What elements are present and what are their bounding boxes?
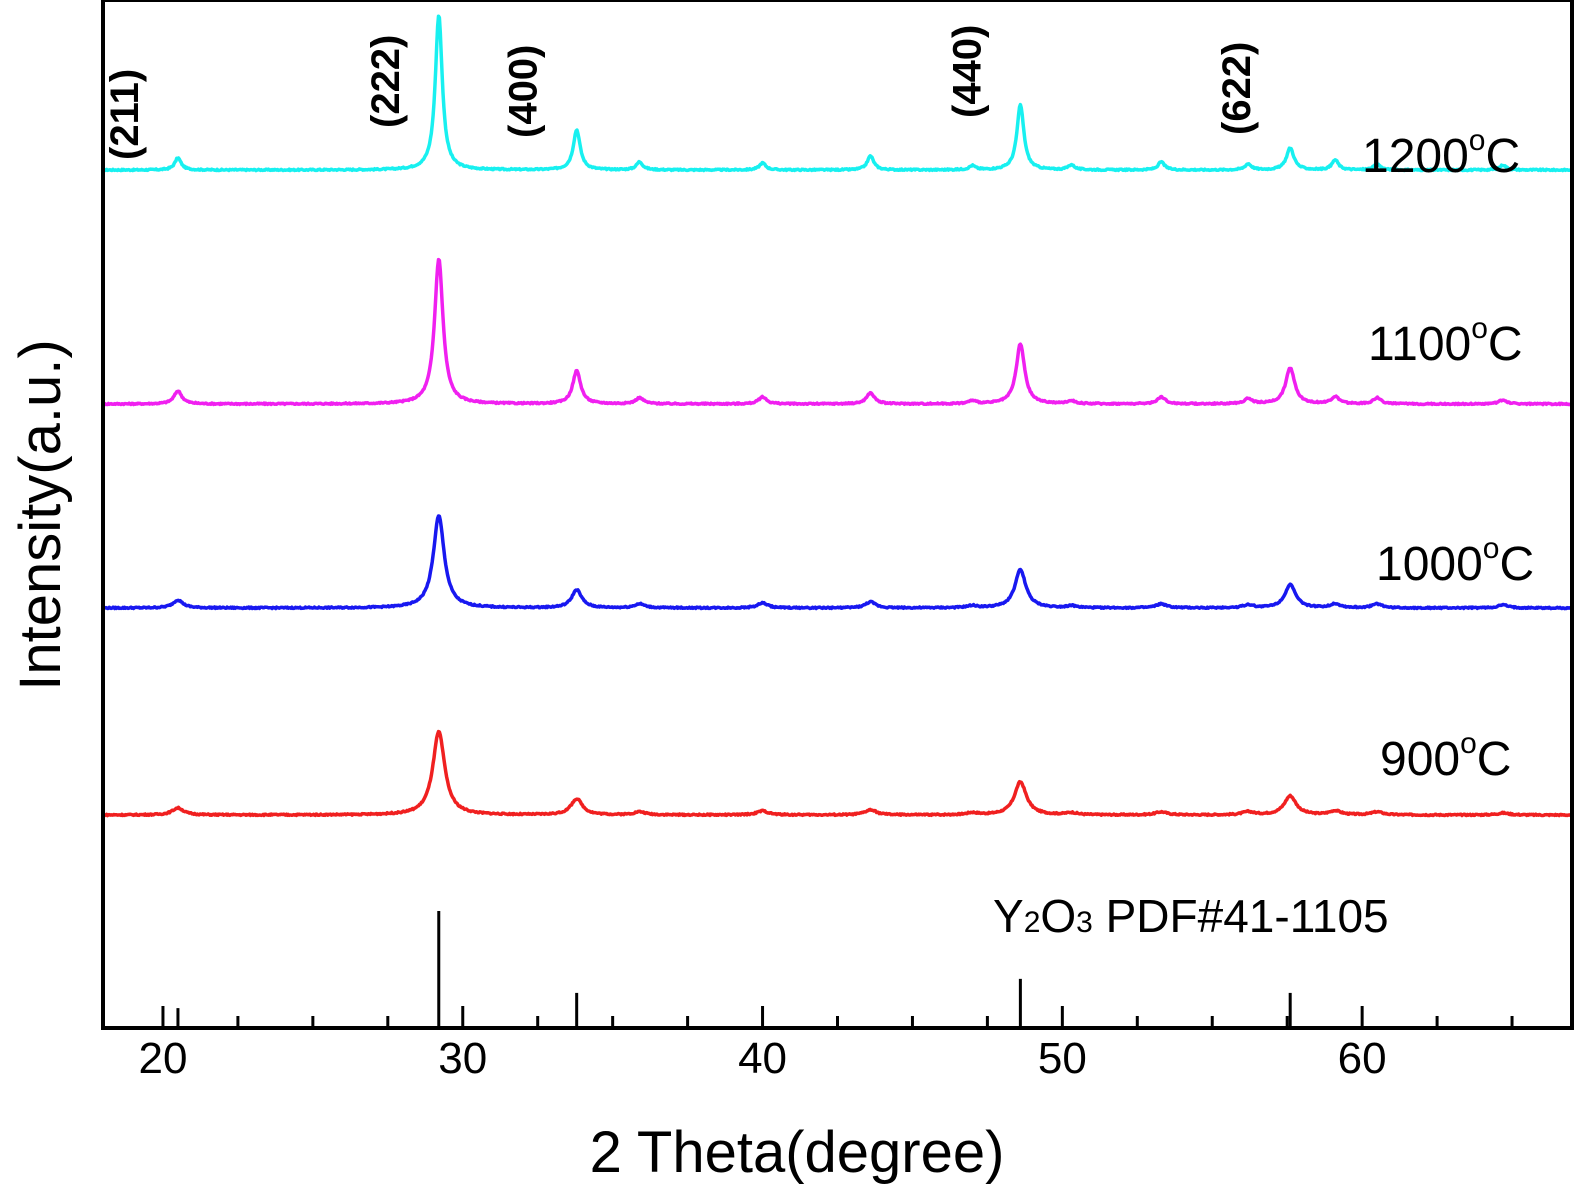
x-tick-label: 20 — [138, 1034, 187, 1083]
series-line-2 — [102, 514, 1573, 611]
x-tick-label: 30 — [438, 1034, 487, 1083]
series-labels: 1200oC 1100oC 1000oC 900oC — [1362, 124, 1534, 786]
y-axis-title: Intensity(a.u.) — [8, 339, 73, 690]
hkl-labels: (211) (222) (400) (440) (622) — [103, 25, 1259, 160]
series-line-1 — [101, 257, 1573, 407]
series-label-2: 1000oC — [1376, 532, 1534, 591]
reference-lines — [176, 911, 1292, 1028]
series-label-0: 1200oC — [1362, 124, 1520, 183]
hkl-label-4: (622) — [1215, 42, 1259, 135]
hkl-label-1: (222) — [364, 35, 408, 128]
plot-frame — [101, 0, 1574, 1030]
hkl-label-0: (211) — [103, 69, 147, 160]
x-tick-label: 60 — [1338, 1034, 1387, 1083]
series-line-0 — [102, 14, 1573, 173]
series-label-1: 1100oC — [1368, 312, 1523, 371]
x-axis-title: 2 Theta(degree) — [590, 1120, 1005, 1185]
series-label-3: 900oC — [1380, 727, 1511, 786]
reference-label: Y2O3 PDF#41-1105 — [993, 890, 1389, 942]
x-axis-tick-labels: 20 30 40 50 60 — [138, 1034, 1386, 1083]
x-tick-label: 50 — [1038, 1034, 1087, 1083]
hkl-label-2: (400) — [502, 45, 546, 138]
x-tick-label: 40 — [738, 1034, 787, 1083]
series-line-3 — [102, 729, 1573, 818]
series-curves — [101, 14, 1573, 818]
hkl-label-3: (440) — [945, 25, 989, 118]
x-axis-ticks — [161, 1006, 1514, 1028]
